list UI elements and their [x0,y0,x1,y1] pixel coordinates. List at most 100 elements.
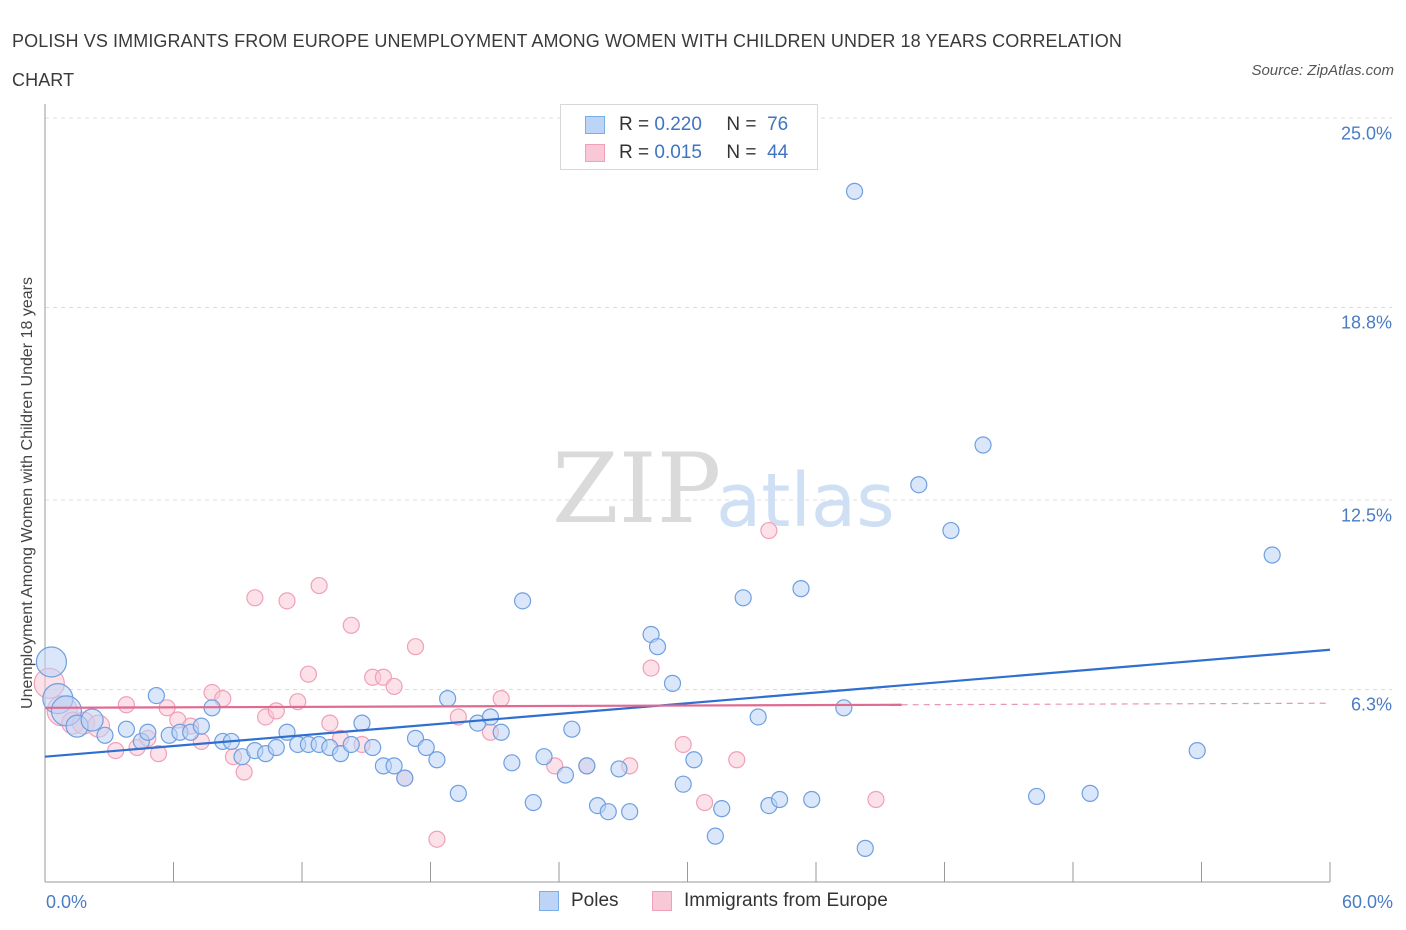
data-point [1263,546,1281,564]
legend-label-immigrants: Immigrants from Europe [684,890,888,911]
data-point [685,751,703,769]
trend-line-poles [44,648,1331,758]
data-point [621,803,639,821]
data-point [235,763,253,781]
source-label: Source: ZipAtlas.com [1251,62,1394,79]
r-value: 0.220 [654,114,702,135]
data-point [728,751,746,769]
data-point [713,800,731,818]
data-point [321,714,339,732]
data-point [578,757,596,775]
poles-swatch [539,891,559,911]
data-point [406,638,425,656]
data-point [563,720,581,738]
data-point [792,580,810,598]
data-point [342,735,360,754]
immigrants-swatch [585,144,605,162]
stats-legend-row-poles: R = 0.220 N = 76 [585,113,788,137]
legend-item-immigrants[interactable]: Immigrants from Europe [652,890,888,912]
data-point [364,738,382,757]
trend-line-immigrants-extension [901,702,1331,706]
trend-lines [44,648,1331,758]
data-point [117,696,135,714]
data-point [147,686,165,705]
data-point [299,665,318,683]
data-point [749,708,767,726]
data-point [556,766,575,784]
data-point [449,784,467,802]
series-poles-points [35,182,1281,857]
n-label: N = [726,142,757,163]
data-point [867,790,885,809]
legend-label-poles: Poles [571,890,619,911]
data-point [492,690,510,708]
y-tick-label: 25.0% [1340,123,1392,144]
x-tick-label-max: 60.0% [1341,892,1393,912]
data-point [642,659,660,677]
r-label: R = [619,142,650,163]
data-point [396,769,414,787]
data-point [663,674,682,692]
data-point [610,760,628,778]
data-point [696,793,714,812]
y-tick-label: 18.8% [1340,312,1392,333]
data-point [492,723,510,741]
y-tick-label: 6.3% [1350,694,1392,715]
data-point [1188,741,1206,760]
n-value: 44 [767,142,789,163]
data-point [845,182,864,200]
n-label: N = [726,114,757,135]
data-point [139,723,157,741]
data-point [428,830,446,848]
data-point [856,839,874,857]
data-point [96,726,114,744]
data-point [278,592,296,610]
watermark-zip: ZIP [552,433,721,545]
data-point [310,576,328,595]
data-point [481,708,500,726]
data-point [35,646,68,678]
stats-legend-row-immigrants: R = 0.015 N = 44 [585,141,788,165]
data-point [706,827,724,845]
chart-title: POLISH VS IMMIGRANTS FROM EUROPE UNEMPLO… [12,31,1122,90]
data-point [385,677,403,696]
data-point [803,790,821,809]
data-point [246,589,264,607]
data-point [760,521,778,540]
data-point [80,708,104,732]
x-tick-label-min: 0.0% [46,892,88,912]
trend-line-immigrants [44,703,902,709]
data-point [439,690,457,708]
stats-legend: R = 0.220 N = 76 R = 0.015 N = 44 [560,104,818,170]
r-label: R = [619,114,650,135]
data-point [117,720,135,738]
r-value: 0.015 [654,142,702,163]
data-point [192,717,210,735]
data-point [535,748,553,766]
data-point [599,803,617,821]
data-point [910,476,928,494]
data-point [674,735,692,754]
grid-lines [45,117,1392,690]
data-point [1081,784,1099,802]
data-point [428,751,446,769]
data-point [770,790,789,809]
legend-item-poles[interactable]: Poles [539,890,619,912]
data-point [1027,787,1046,806]
data-point [513,592,532,610]
data-point [385,757,403,775]
data-point [267,702,285,720]
data-point [342,616,360,634]
data-point [417,738,435,757]
axes [44,104,1331,883]
data-point [353,714,371,732]
series-legend: Poles Immigrants from Europe [0,890,1406,916]
data-point [674,775,692,793]
data-point [734,589,752,607]
data-point [289,693,307,711]
data-point [149,745,168,763]
poles-swatch [585,116,605,134]
data-point [648,638,667,656]
